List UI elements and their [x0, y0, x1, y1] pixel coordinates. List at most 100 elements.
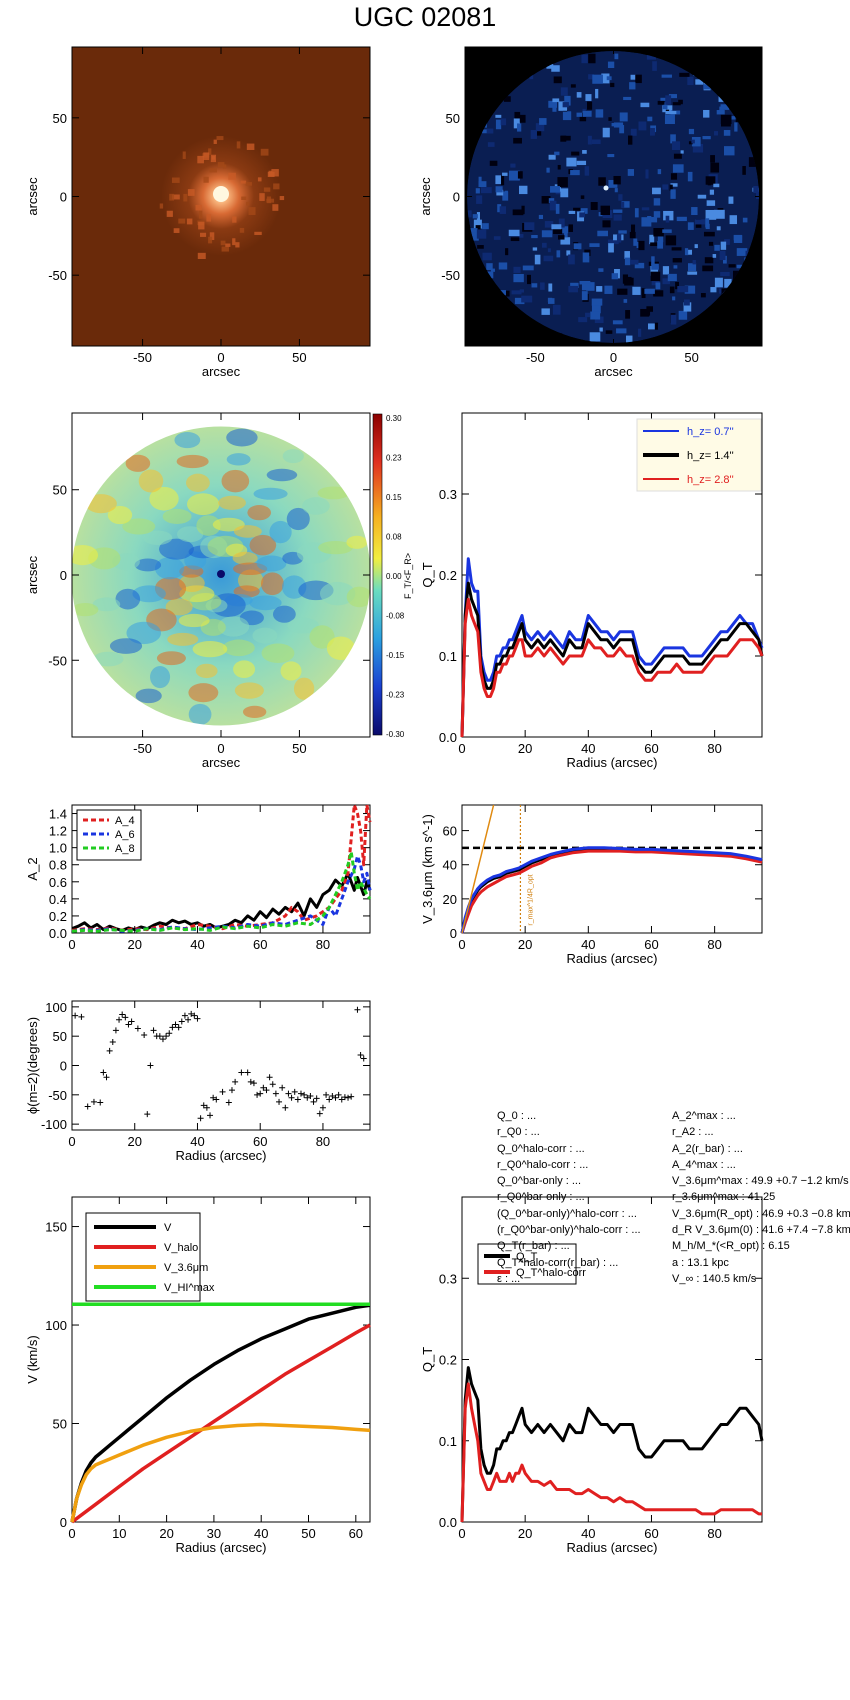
residual-pixel [576, 112, 583, 117]
residual-pixel [736, 248, 748, 256]
y-tick-label: 0.6 [49, 875, 67, 890]
residual-pixel [710, 155, 715, 163]
residual-pixel [700, 293, 706, 298]
residual-pixel [624, 251, 630, 259]
param-left-2: Q_0^halo-corr : ... [497, 1142, 585, 1155]
residual-pixel [617, 288, 628, 295]
residual-pixel [546, 63, 553, 69]
phase-point [272, 1090, 279, 1097]
residual-pixel [673, 153, 682, 159]
residual-pixel [530, 130, 537, 139]
x-tick-label: 80 [707, 741, 721, 756]
force-map-blob [253, 487, 288, 500]
image-pixel [200, 232, 207, 237]
image-pixel [220, 240, 226, 246]
residual-pixel [560, 237, 571, 245]
residual-pixel [512, 209, 524, 216]
colorbar-tick-label: -0.23 [386, 691, 405, 700]
force-map-blob [134, 558, 162, 572]
x-tick-label: 60 [253, 1134, 267, 1149]
phase-point [207, 1112, 214, 1119]
residual-pixel [517, 171, 523, 179]
y-tick-label: -100 [41, 1117, 67, 1132]
residual-pixel [508, 170, 520, 181]
phase-point [257, 1090, 264, 1097]
residual-pixel [657, 241, 663, 249]
residual-pixel [591, 298, 603, 306]
residual-pixel [728, 264, 736, 268]
residual-pixel [496, 189, 504, 196]
residual-pixel [560, 188, 569, 198]
residual-pixel [535, 123, 545, 132]
phase-point [175, 1024, 182, 1031]
residual-pixel [510, 237, 520, 242]
residual-pixel [601, 73, 610, 84]
image-pixel [198, 210, 203, 219]
residual-pixel [675, 281, 680, 290]
x-tick-label: 0 [217, 741, 224, 756]
force-map-blob [326, 636, 355, 661]
residual-pixel [720, 104, 730, 110]
force-map-blob [174, 432, 201, 449]
residual-pixel [580, 208, 588, 214]
residual-pixel [629, 231, 636, 239]
image-pixel [266, 198, 275, 203]
residual-pixel [498, 262, 508, 270]
image-pixel [173, 228, 180, 233]
phase-point [348, 1093, 355, 1100]
phase-point [238, 1069, 245, 1076]
residual-pixel [588, 53, 596, 64]
phase-point [319, 1104, 326, 1111]
residual-pixel [653, 290, 664, 297]
y-tick-label: 0.0 [439, 1515, 457, 1530]
phase-point [169, 1024, 176, 1031]
residual-pixel [544, 221, 554, 228]
phase-point [307, 1092, 314, 1099]
phase-point [200, 1102, 207, 1109]
phase-point [335, 1091, 342, 1098]
force-map-blob [309, 625, 335, 649]
residual-pixel [561, 135, 571, 141]
residual-pixel [703, 84, 714, 90]
image-pixel [203, 176, 209, 183]
residual-pixel [630, 74, 636, 80]
residual-pixel [684, 248, 689, 256]
residual-pixel [665, 95, 672, 105]
param-left-9: Q_T^halo-corr(r_bar) : ... [497, 1256, 619, 1269]
residual-pixel [625, 335, 633, 343]
residual-pixel [705, 209, 717, 220]
residual-pixel [641, 288, 646, 299]
residual-pixel [667, 273, 677, 282]
phase-point [297, 1090, 304, 1097]
image-pixel [216, 136, 224, 141]
param-left-6: (Q_0^bar-only)^halo-corr : ... [497, 1207, 637, 1220]
phase-point [185, 1016, 192, 1023]
x-axis-label: arcsec [202, 755, 241, 770]
residual-pixel [514, 111, 521, 120]
x-tick-label: 40 [190, 1134, 204, 1149]
residual-pixel [720, 114, 732, 125]
image-pixel [263, 187, 271, 192]
param-right-10: V_∞ : 140.5 km/s [672, 1272, 757, 1285]
param-right-3: A_4^max : ... [672, 1158, 736, 1171]
residual-pixel [503, 96, 511, 102]
y-tick-label: 0.1 [439, 1434, 457, 1449]
image-pixel [169, 193, 175, 201]
residual-pixel [585, 312, 591, 318]
residual-pixel [623, 96, 632, 101]
y-tick-label: 0 [453, 190, 460, 205]
image-pixel [223, 164, 227, 169]
image-pixel [254, 231, 262, 235]
phase-point [301, 1091, 308, 1098]
x-tick-label: 0 [458, 741, 465, 756]
force-map-blob [293, 677, 315, 700]
phase-point [172, 1021, 179, 1028]
phase-point [338, 1096, 345, 1103]
residual-pixel [541, 196, 551, 204]
x-tick-label: 20 [128, 937, 142, 952]
y-axis-label: Q_T [420, 562, 435, 587]
force-map-blob [261, 643, 295, 663]
residual-pixel [724, 278, 732, 288]
image-pixel [239, 227, 245, 233]
phase-point [313, 1095, 320, 1102]
